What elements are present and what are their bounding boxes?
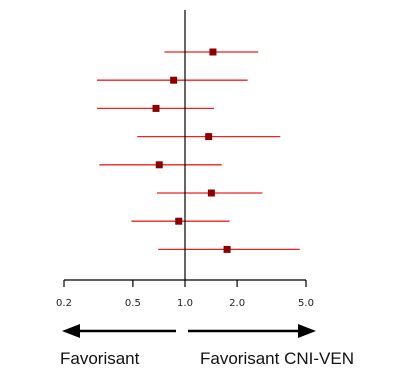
point-estimate-square [209, 48, 217, 56]
x-tick-label: 0.2 [56, 298, 72, 309]
point-estimate-square [223, 245, 231, 253]
estimate-row [131, 217, 230, 225]
estimate-row [158, 245, 300, 253]
right-direction-arrow [188, 324, 316, 338]
x-tick-label: 0.5 [125, 298, 141, 309]
estimate-row [96, 76, 248, 84]
point-estimate-square [152, 104, 160, 112]
x-tick-label: 1.0 [177, 298, 193, 309]
x-tick-label: 2.0 [229, 298, 245, 309]
estimate-row [99, 161, 222, 169]
point-estimate-square [155, 161, 163, 169]
point-estimate-square [170, 76, 178, 84]
x-axis-ticks: 0.2 0.5 1.0 2.0 5.0 [56, 280, 314, 309]
left-direction-arrow [62, 324, 176, 338]
point-estimate-square [205, 133, 213, 141]
estimate-row [96, 104, 214, 112]
point-estimate-square [207, 189, 215, 197]
estimate-row [157, 189, 263, 197]
estimate-row [137, 133, 281, 141]
x-tick-label: 5.0 [298, 298, 314, 309]
left-direction-label: Favorisant [60, 349, 140, 368]
estimate-row [164, 48, 259, 56]
point-estimate-square [175, 217, 183, 225]
estimate-rows [96, 48, 300, 253]
right-direction-label: Favorisant CNI-VEN [200, 349, 354, 368]
